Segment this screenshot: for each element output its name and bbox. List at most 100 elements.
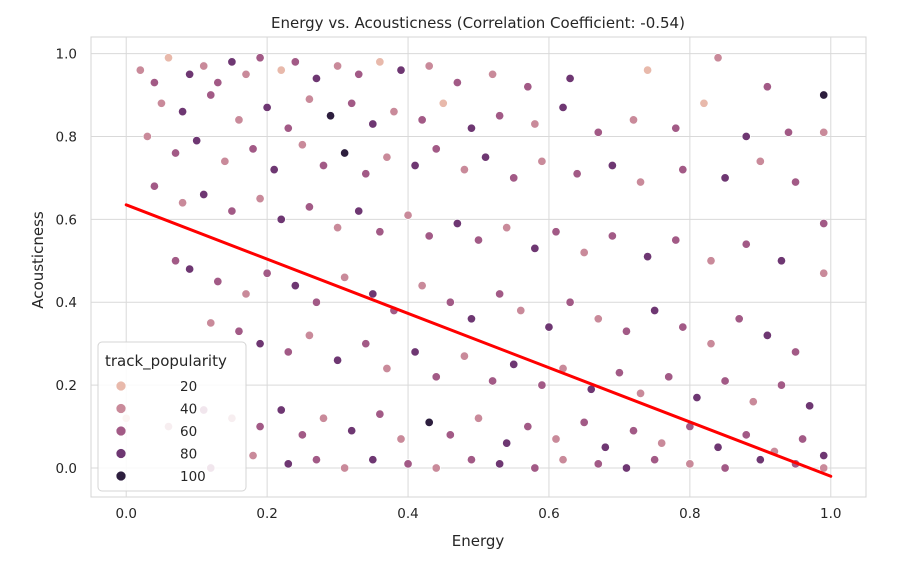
legend-label: 40: [180, 402, 197, 418]
data-point: [340, 148, 350, 158]
data-point: [459, 165, 469, 175]
scatter-points: [121, 53, 829, 473]
data-point: [621, 463, 632, 473]
data-point: [375, 57, 385, 67]
data-point: [410, 347, 420, 357]
data-point: [178, 107, 188, 117]
data-point: [762, 82, 772, 92]
data-point: [650, 455, 660, 465]
data-point: [565, 297, 575, 307]
data-point: [170, 148, 181, 158]
data-point: [530, 243, 540, 253]
data-point: [452, 218, 462, 229]
y-axis-label: Acousticness: [29, 211, 47, 309]
data-point: [290, 57, 300, 67]
legend-marker: [115, 448, 127, 459]
data-point: [333, 223, 343, 233]
trend-line-group: [124, 203, 833, 478]
data-point: [431, 144, 441, 154]
data-point: [607, 160, 617, 171]
data-point: [213, 78, 223, 88]
data-point: [466, 123, 477, 133]
x-tick-label: 0.0: [115, 506, 136, 522]
data-point: [748, 397, 758, 407]
data-point: [741, 131, 751, 142]
data-point: [551, 227, 561, 237]
x-tick-label: 1.0: [820, 506, 841, 522]
legend-label: 60: [180, 424, 197, 440]
data-point: [347, 426, 357, 436]
data-point: [135, 65, 145, 75]
data-point: [311, 297, 322, 307]
data-point: [805, 401, 815, 411]
y-tick-label: 1.0: [56, 47, 77, 63]
data-point: [170, 256, 181, 266]
data-point: [741, 239, 751, 249]
data-point: [565, 73, 575, 83]
data-point: [530, 119, 540, 129]
x-tick-label: 0.2: [256, 506, 277, 522]
data-point: [142, 131, 152, 142]
data-point: [445, 297, 455, 307]
data-point: [375, 227, 385, 237]
data-point: [502, 438, 512, 448]
data-point: [600, 442, 610, 452]
data-point: [297, 430, 307, 440]
data-point: [333, 61, 343, 71]
data-point: [523, 82, 533, 92]
data-point: [537, 156, 547, 166]
data-point: [579, 247, 589, 258]
data-point: [368, 289, 378, 299]
data-point: [403, 459, 413, 469]
data-point: [713, 442, 723, 452]
data-point: [290, 281, 300, 291]
data-point: [678, 322, 688, 332]
y-tick-labels: 0.0 0.2 0.4 0.6 0.8 1.0: [56, 47, 77, 477]
data-point: [410, 160, 420, 171]
x-tick-label: 0.6: [538, 506, 559, 522]
data-point: [389, 107, 399, 117]
data-point: [311, 73, 322, 83]
data-point: [509, 359, 519, 369]
data-point: [819, 268, 829, 278]
data-point: [149, 181, 159, 191]
data-point: [523, 421, 533, 432]
data-point: [473, 413, 484, 423]
data-point: [671, 123, 681, 133]
legend-marker: [115, 403, 127, 414]
data-point: [185, 69, 195, 79]
data-point: [297, 140, 307, 150]
data-point: [361, 339, 371, 349]
data-point: [396, 434, 406, 444]
data-point: [361, 169, 371, 179]
data-point: [304, 94, 314, 104]
data-point: [593, 314, 603, 324]
data-point: [248, 144, 258, 154]
data-point: [473, 235, 484, 245]
data-point: [537, 380, 547, 390]
data-point: [558, 455, 568, 465]
data-point: [671, 235, 681, 245]
data-point: [220, 156, 230, 166]
data-point: [248, 451, 258, 461]
data-point: [255, 53, 265, 63]
legend-marker: [115, 470, 127, 482]
data-point: [269, 165, 279, 175]
data-point: [783, 127, 794, 137]
data-point: [459, 351, 469, 361]
data-point: [283, 459, 293, 469]
data-point: [495, 111, 505, 121]
data-point: [417, 281, 427, 291]
data-point: [699, 98, 709, 108]
data-point: [593, 127, 603, 137]
data-point: [311, 455, 322, 465]
data-point: [354, 206, 364, 216]
data-point: [431, 463, 441, 473]
data-point: [720, 173, 730, 183]
data-point: [635, 177, 646, 187]
data-point: [755, 455, 765, 465]
data-point: [720, 463, 730, 473]
data-point: [509, 173, 519, 183]
data-point: [234, 326, 244, 336]
data-point: [706, 256, 716, 266]
